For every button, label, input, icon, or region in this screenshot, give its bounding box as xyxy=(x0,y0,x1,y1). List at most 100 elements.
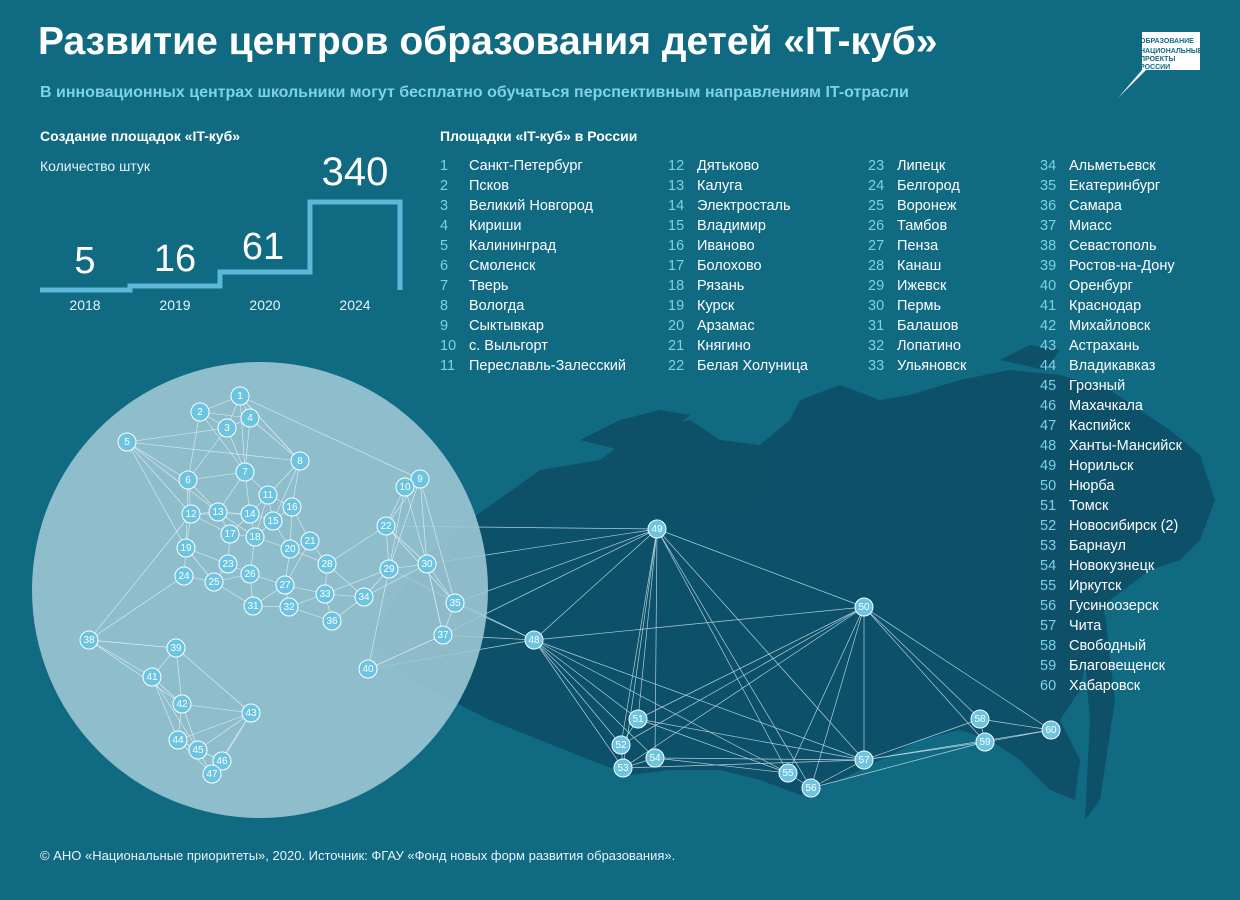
map-node-label: 7 xyxy=(242,467,248,478)
connection-line xyxy=(656,528,812,789)
map-node-label: 44 xyxy=(172,735,184,746)
map-node-label: 6 xyxy=(185,475,191,486)
map-node-label: 11 xyxy=(263,490,274,501)
map-node-label: 4 xyxy=(247,413,253,424)
connection-line xyxy=(637,528,658,720)
sites-column-1: 1 Санкт-Петербург 2 Псков 3 Великий Новгород 4… xyxy=(440,156,626,376)
map-node-marker xyxy=(290,451,310,471)
map-node: 15 xyxy=(263,511,283,531)
site-name: Каспийск xyxy=(1069,418,1131,434)
site-name: Балашов xyxy=(897,318,959,334)
connection-line xyxy=(324,568,390,595)
connection-line xyxy=(239,395,301,462)
connection-line xyxy=(533,606,865,641)
map-node-label: 13 xyxy=(212,507,224,518)
map-node-marker xyxy=(230,386,250,406)
site-name: Белая Холуница xyxy=(697,358,808,374)
growth-value-2018: 5 xyxy=(74,240,96,282)
connection-line xyxy=(863,606,1052,731)
list-item: 54 Новокузнецк xyxy=(1040,556,1182,576)
growth-value-2020: 61 xyxy=(241,226,285,268)
map-node: 34 xyxy=(354,587,374,607)
site-name: Лопатино xyxy=(897,338,961,354)
map-node-marker xyxy=(217,418,237,438)
map-node-label: 23 xyxy=(222,559,234,570)
map-node-label: 52 xyxy=(615,740,627,751)
connection-line xyxy=(239,395,421,480)
list-item: 58 Свободный xyxy=(1040,636,1182,656)
site-name: Иваново xyxy=(697,238,755,254)
site-number: 4 xyxy=(440,218,449,234)
list-item: 49 Норильск xyxy=(1040,456,1182,476)
map-node: 14 xyxy=(240,504,260,524)
map-node-marker xyxy=(240,408,260,428)
connection-line xyxy=(249,417,301,462)
connection-line xyxy=(637,718,789,774)
list-item: 18 Рязань xyxy=(668,276,808,296)
connection-line xyxy=(654,757,789,774)
map-node: 35 xyxy=(445,593,465,613)
list-item: 29 Ижевск xyxy=(868,276,966,296)
site-name: Калининград xyxy=(469,238,557,254)
map-node-label: 47 xyxy=(206,769,218,780)
map-node-label: 5 xyxy=(124,437,130,448)
site-number: 7 xyxy=(440,278,449,294)
site-name: Пермь xyxy=(897,298,942,314)
list-item: 38 Севастополь xyxy=(1040,236,1182,256)
site-number: 57 xyxy=(1040,618,1057,634)
site-name: Норильск xyxy=(1069,458,1134,474)
site-number: 3 xyxy=(440,198,449,214)
site-name: Воронеж xyxy=(897,198,957,214)
connection-line xyxy=(126,441,301,462)
map-node: 54 xyxy=(645,748,665,768)
map-node: 9 xyxy=(410,469,430,489)
list-item: 37 Миасс xyxy=(1040,216,1182,236)
page-title: Развитие центров образования детей «IT-к… xyxy=(38,20,938,63)
map-node: 11 xyxy=(258,485,278,505)
site-name: Екатеринбург xyxy=(1069,178,1161,194)
map-node-label: 51 xyxy=(632,714,644,725)
site-name: Электросталь xyxy=(697,198,791,214)
connection-line xyxy=(126,441,187,549)
site-name: Смоленск xyxy=(469,258,536,274)
site-name: Краснодар xyxy=(1069,298,1142,314)
list-item: 14 Электросталь xyxy=(668,196,808,216)
map-node: 33 xyxy=(315,584,335,604)
map-node-label: 32 xyxy=(283,602,295,613)
site-number: 21 xyxy=(668,338,685,354)
site-number: 50 xyxy=(1040,478,1057,494)
site-name: Ижевск xyxy=(897,278,947,294)
map-node-label: 31 xyxy=(247,601,259,612)
map-node: 5 xyxy=(117,432,137,452)
site-name: Липецк xyxy=(897,158,946,174)
connection-line xyxy=(533,639,656,759)
map-node-label: 40 xyxy=(362,664,374,675)
map-node-label: 9 xyxy=(417,474,423,485)
map-node-label: 46 xyxy=(216,756,228,767)
connection-line xyxy=(88,575,185,641)
site-number: 6 xyxy=(440,258,449,274)
site-name: Кириши xyxy=(469,218,522,234)
growth-year-2020: 2020 xyxy=(249,297,281,313)
site-name: Владикавказ xyxy=(1069,358,1156,374)
map-node: 48 xyxy=(524,630,544,650)
list-item: 39 Ростов-на-Дону xyxy=(1040,256,1182,276)
map-node-marker xyxy=(243,596,263,616)
connection-line xyxy=(810,741,986,789)
site-name: Самара xyxy=(1069,198,1122,214)
logo-caption: ОБРАЗОВАНИЕ xyxy=(1140,38,1194,45)
connection-line xyxy=(197,712,252,751)
site-name: Ростов-на-Дону xyxy=(1069,258,1175,274)
site-number: 34 xyxy=(1040,158,1057,174)
connection-line xyxy=(88,639,153,678)
site-number: 24 xyxy=(868,178,885,194)
map-node-label: 28 xyxy=(321,559,333,570)
connection-line xyxy=(654,528,658,759)
list-item: 41 Краснодар xyxy=(1040,296,1182,316)
sites-title: Площадки «IT-куб» в России xyxy=(440,128,638,144)
map-node-label: 14 xyxy=(244,509,256,520)
list-item: 25 Воронеж xyxy=(868,196,966,216)
connection-line xyxy=(187,471,246,481)
site-name: Пенза xyxy=(897,238,939,254)
connection-line xyxy=(175,647,252,714)
